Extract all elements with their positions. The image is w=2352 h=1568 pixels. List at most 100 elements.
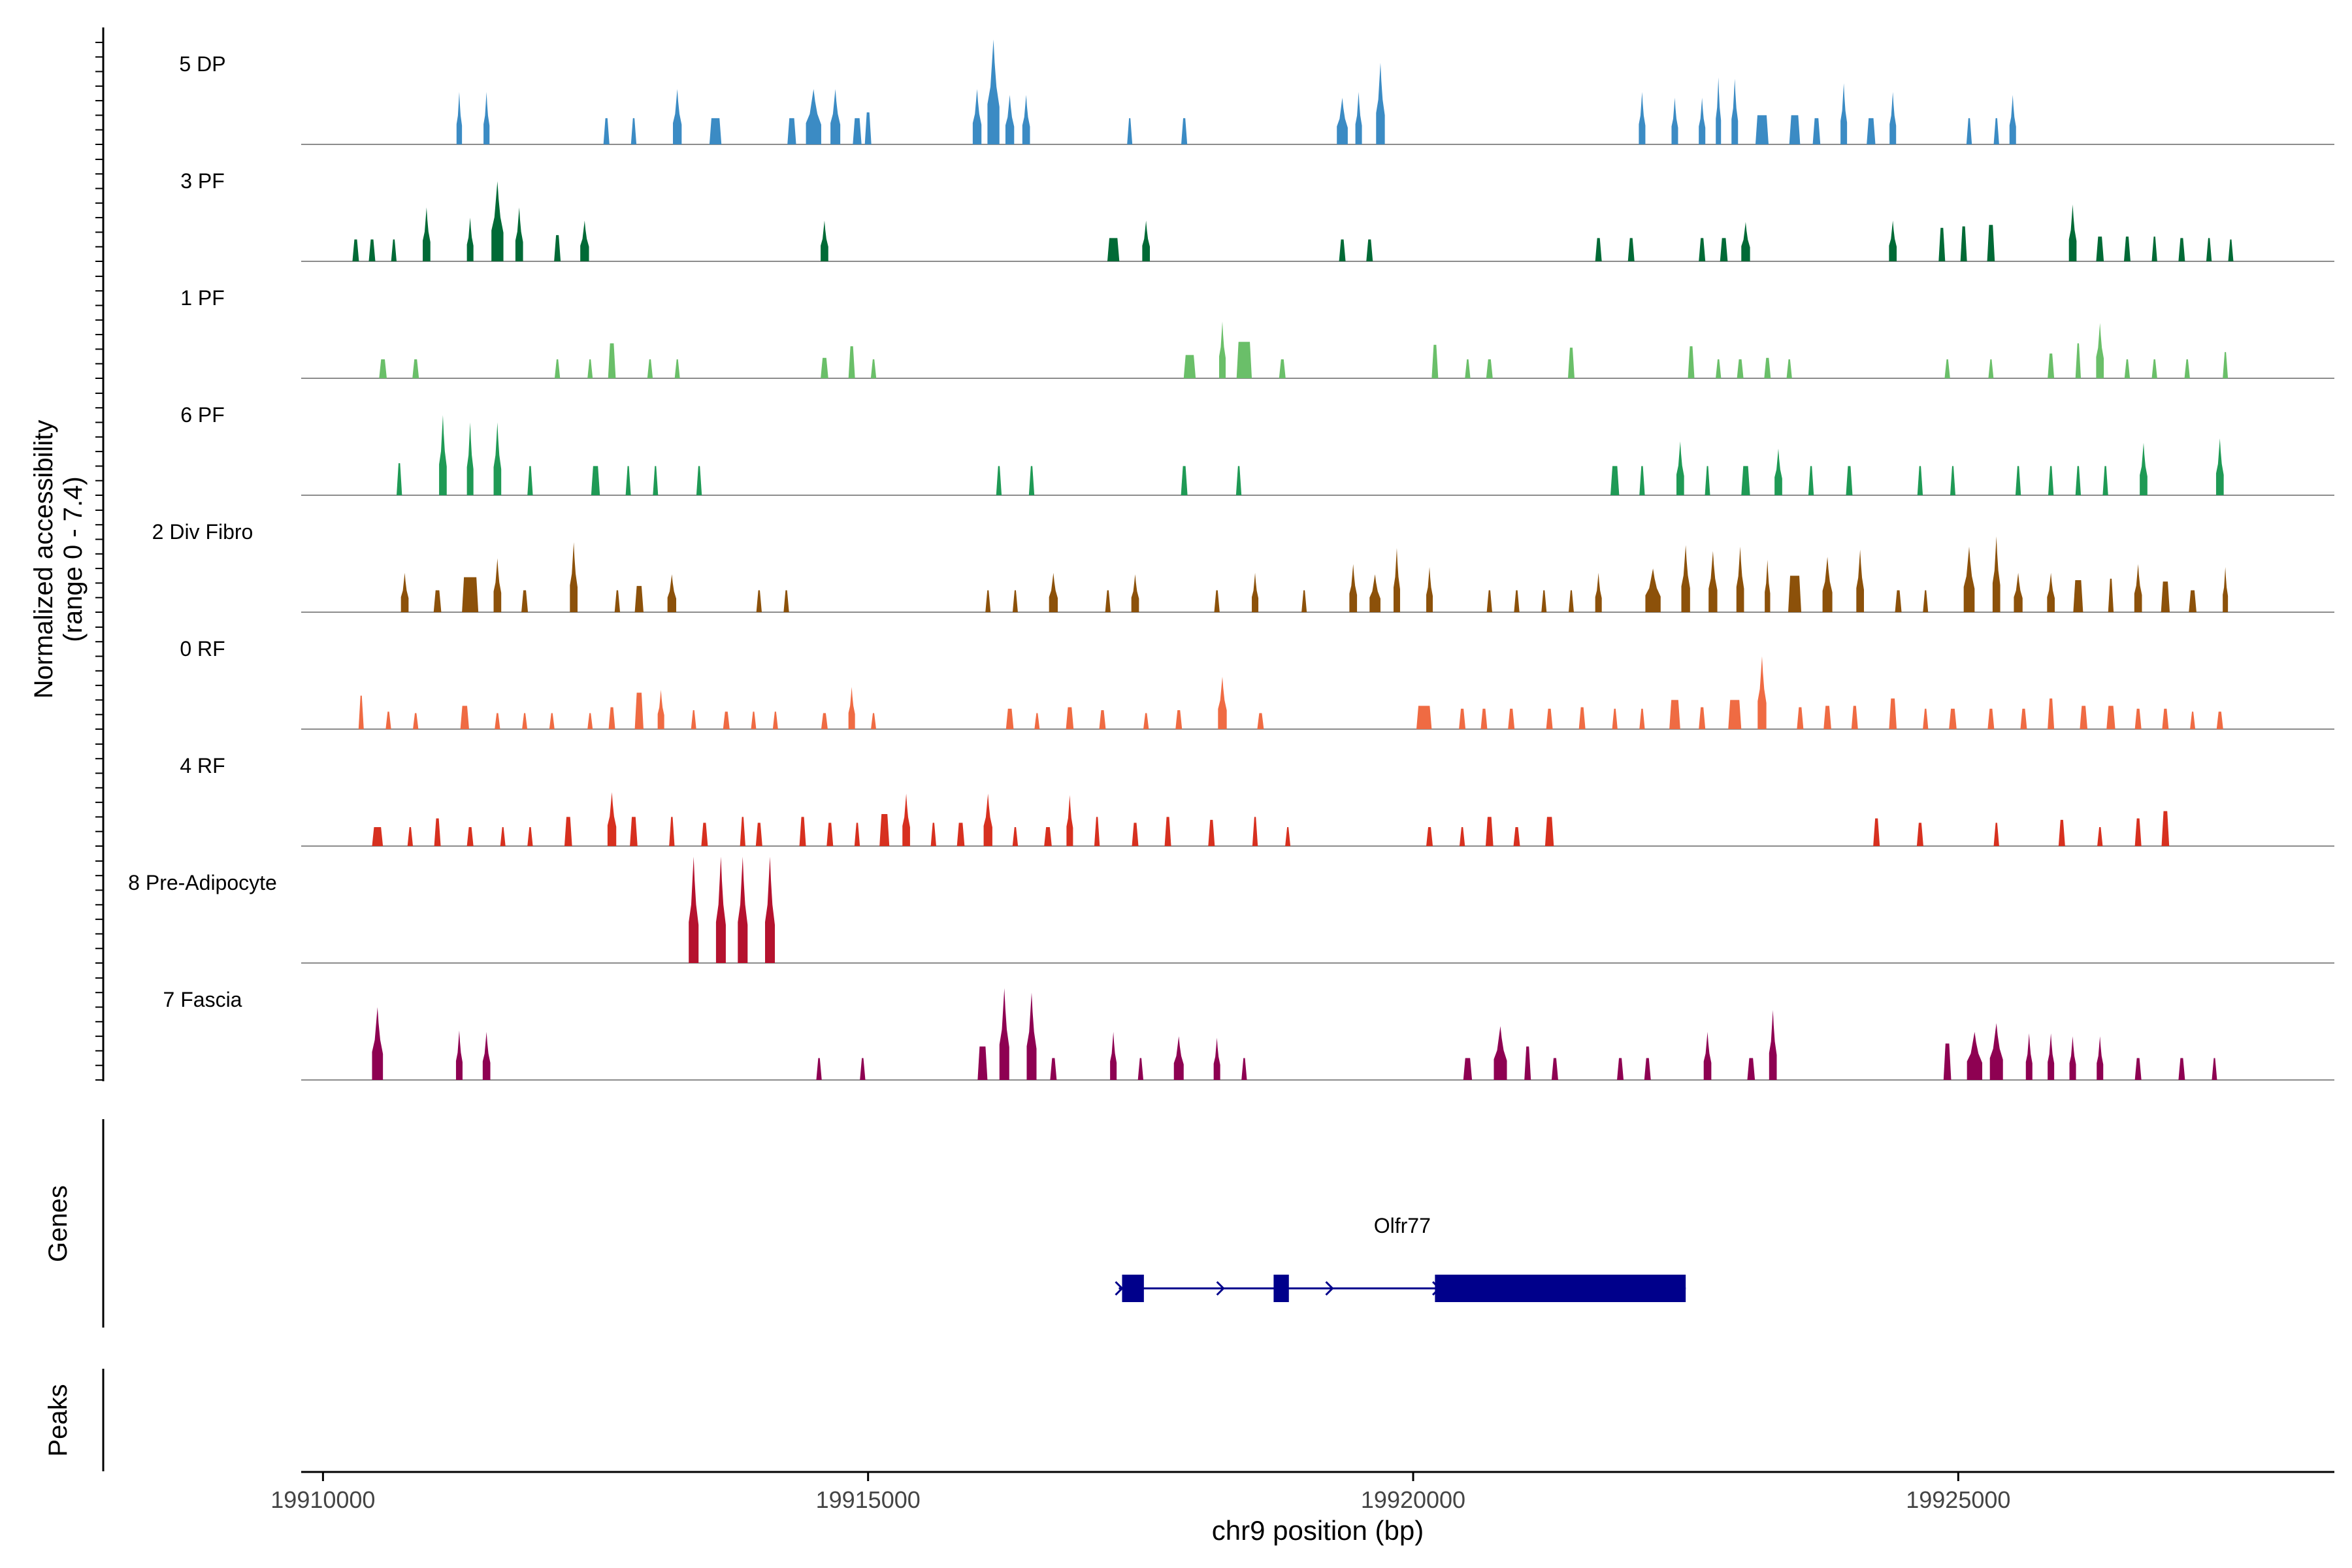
coverage-peak xyxy=(1765,559,1771,612)
coverage-peak xyxy=(413,713,419,729)
coverage-peak xyxy=(1917,466,1923,495)
coverage-peak xyxy=(1867,118,1876,144)
coverage-peak xyxy=(1349,564,1358,612)
coverage-peak xyxy=(2025,1033,2033,1080)
coverage-peak xyxy=(1812,118,1821,144)
coverage-peak xyxy=(493,422,502,495)
coverage-peak xyxy=(667,574,677,612)
coverage-peak xyxy=(1066,707,1074,729)
coverage-peak xyxy=(397,463,402,495)
coverage-peak xyxy=(2228,239,2234,261)
coverage-peak xyxy=(549,713,555,729)
coverage-peak xyxy=(466,827,474,846)
coverage-y-label-line1: Normalized accessibility xyxy=(29,420,58,699)
coverage-peak xyxy=(848,346,855,378)
coverage-peak xyxy=(2134,1058,2142,1080)
coverage-peak xyxy=(2096,323,2104,378)
coverage-peak xyxy=(554,235,561,261)
coverage-peak xyxy=(1551,1058,1558,1080)
coverage-peak xyxy=(527,827,533,846)
coverage-peak xyxy=(1339,239,1346,261)
coverage-peak xyxy=(482,1032,491,1080)
coverage-peak xyxy=(864,112,872,144)
peaks-panel-label: Peaks xyxy=(44,1384,73,1456)
coverage-peak xyxy=(674,359,680,378)
coverage-peak xyxy=(385,711,391,729)
coverage-peak xyxy=(2215,438,2224,495)
coverage-peak xyxy=(1993,118,1999,144)
coverage-peak xyxy=(1235,466,1242,495)
coverage-peak xyxy=(2178,1058,2185,1080)
coverage-peak xyxy=(1028,466,1035,495)
coverage-peak xyxy=(522,713,528,729)
coverage-peak xyxy=(1143,713,1149,729)
coverage-peak xyxy=(723,711,730,729)
coverage-peak xyxy=(2097,1036,2104,1080)
coverage-peak xyxy=(1459,827,1465,846)
coverage-peak xyxy=(977,1046,988,1080)
coverage-peak xyxy=(1741,466,1750,495)
coverage-peak xyxy=(816,1058,822,1080)
coverage-peak xyxy=(1716,359,1722,378)
coverage-peak xyxy=(2020,708,2027,729)
coverage-peak xyxy=(2223,351,2229,378)
coverage-peak xyxy=(1355,91,1362,144)
coverage-peak xyxy=(1366,239,1373,261)
coverage-peak xyxy=(1214,590,1220,612)
coverage-peak xyxy=(1252,817,1258,846)
coverage-peak xyxy=(2124,359,2131,378)
coverage-peak xyxy=(1708,551,1718,612)
coverage-peak xyxy=(630,118,637,144)
track-label: 0 RF xyxy=(180,637,225,661)
coverage-peak xyxy=(625,466,631,495)
coverage-peak xyxy=(1050,1058,1057,1080)
coverage-peak xyxy=(2134,564,2142,612)
coverage-peak xyxy=(1639,708,1645,729)
coverage-peak xyxy=(587,359,593,378)
coverage-peak xyxy=(1731,78,1739,144)
coverage-peak xyxy=(1741,221,1750,261)
coverage-peak xyxy=(493,558,502,612)
coverage-peak xyxy=(1142,220,1151,261)
coverage-peak xyxy=(657,689,664,729)
coverage-peak xyxy=(1049,572,1058,612)
coverage-peak xyxy=(391,239,397,261)
coverage-peak xyxy=(1889,220,1897,261)
coverage-peak xyxy=(1285,827,1291,846)
x-axis-title: chr9 position (bp) xyxy=(1212,1515,1424,1546)
coverage-peak xyxy=(1617,1058,1624,1080)
strand-arrow xyxy=(1216,1281,1225,1296)
coverage-peak xyxy=(1769,1009,1777,1080)
coverage-peak xyxy=(1173,1036,1184,1080)
coverage-peak xyxy=(1949,708,1957,729)
coverage-peak xyxy=(2048,466,2054,495)
coverage-peak xyxy=(1022,95,1030,144)
coverage-peak xyxy=(1966,118,1972,144)
coverage-peak xyxy=(1337,97,1348,144)
coverage-peak xyxy=(1107,238,1120,261)
coverage-peak xyxy=(423,207,431,261)
coverage-peak xyxy=(902,793,910,846)
track-0-rf: 0 RF xyxy=(180,637,2334,730)
coverage-peak xyxy=(1840,83,1848,144)
coverage-peak xyxy=(2073,580,2083,612)
track-label: 6 PF xyxy=(180,403,225,427)
coverage-peak xyxy=(1720,238,1728,261)
coverage-peak xyxy=(2189,590,2197,612)
coverage-peak xyxy=(1376,63,1385,144)
track-label: 7 Fascia xyxy=(163,988,242,1011)
gene-exon xyxy=(1273,1275,1289,1302)
x-tick-label: 19920000 xyxy=(1361,1486,1465,1513)
coverage-peak xyxy=(1764,357,1771,378)
coverage-peak xyxy=(607,792,617,846)
coverage-peak xyxy=(1728,700,1742,729)
strand-arrow xyxy=(1431,1281,1441,1296)
coverage-peak xyxy=(821,357,828,378)
coverage-peak xyxy=(1241,1058,1247,1080)
coverage-peak xyxy=(2223,566,2229,612)
coverage-peak xyxy=(1755,115,1769,144)
coverage-peak xyxy=(591,466,600,495)
coverage-peak xyxy=(1846,466,1853,495)
coverage-peak xyxy=(400,572,409,612)
